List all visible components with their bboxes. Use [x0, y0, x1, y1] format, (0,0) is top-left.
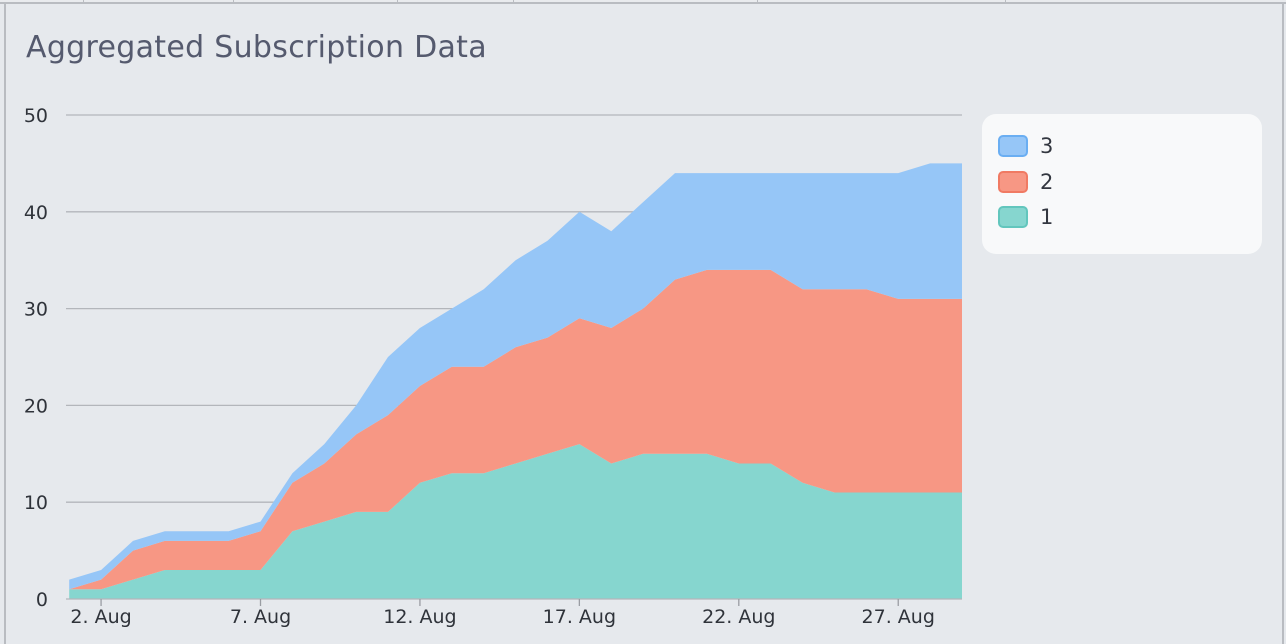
legend-swatch-1 [998, 206, 1028, 228]
x-tick-label: 7. Aug [230, 606, 291, 628]
legend-label-2: 2 [1040, 170, 1054, 194]
top-divider [1005, 0, 1006, 4]
chart-title: Aggregated Subscription Data [26, 30, 487, 65]
y-tick-label: 0 [36, 589, 48, 611]
legend-swatch-3 [998, 135, 1028, 157]
chart-legend: 3 2 1 [982, 114, 1262, 254]
area-series-2 [69, 269, 962, 590]
y-tick-label: 10 [24, 492, 48, 514]
legend-item-2[interactable]: 2 [998, 170, 1053, 194]
legend-label-3: 3 [1040, 134, 1054, 158]
x-tick-label: 22. Aug [702, 606, 775, 628]
legend-swatch-2 [998, 171, 1028, 193]
y-tick-label: 30 [24, 299, 48, 321]
top-divider [757, 0, 758, 4]
legend-item-1[interactable]: 1 [998, 205, 1053, 229]
x-tick-label: 2. Aug [70, 606, 131, 628]
top-strip [0, 0, 1286, 4]
y-tick-label: 40 [24, 202, 48, 224]
y-tick-label: 20 [24, 395, 48, 417]
area-series-1 [69, 444, 962, 599]
top-divider [513, 0, 514, 4]
x-tick-label: 27. Aug [862, 606, 935, 628]
top-divider [233, 0, 234, 4]
legend-label-1: 1 [1040, 205, 1054, 229]
y-tick-label: 50 [24, 105, 48, 127]
top-divider [397, 0, 398, 4]
legend-item-3[interactable]: 3 [998, 134, 1053, 158]
x-tick-label: 12. Aug [383, 606, 456, 628]
area-series-3 [69, 163, 962, 590]
x-tick-label: 17. Aug [543, 606, 616, 628]
top-divider [83, 0, 84, 4]
